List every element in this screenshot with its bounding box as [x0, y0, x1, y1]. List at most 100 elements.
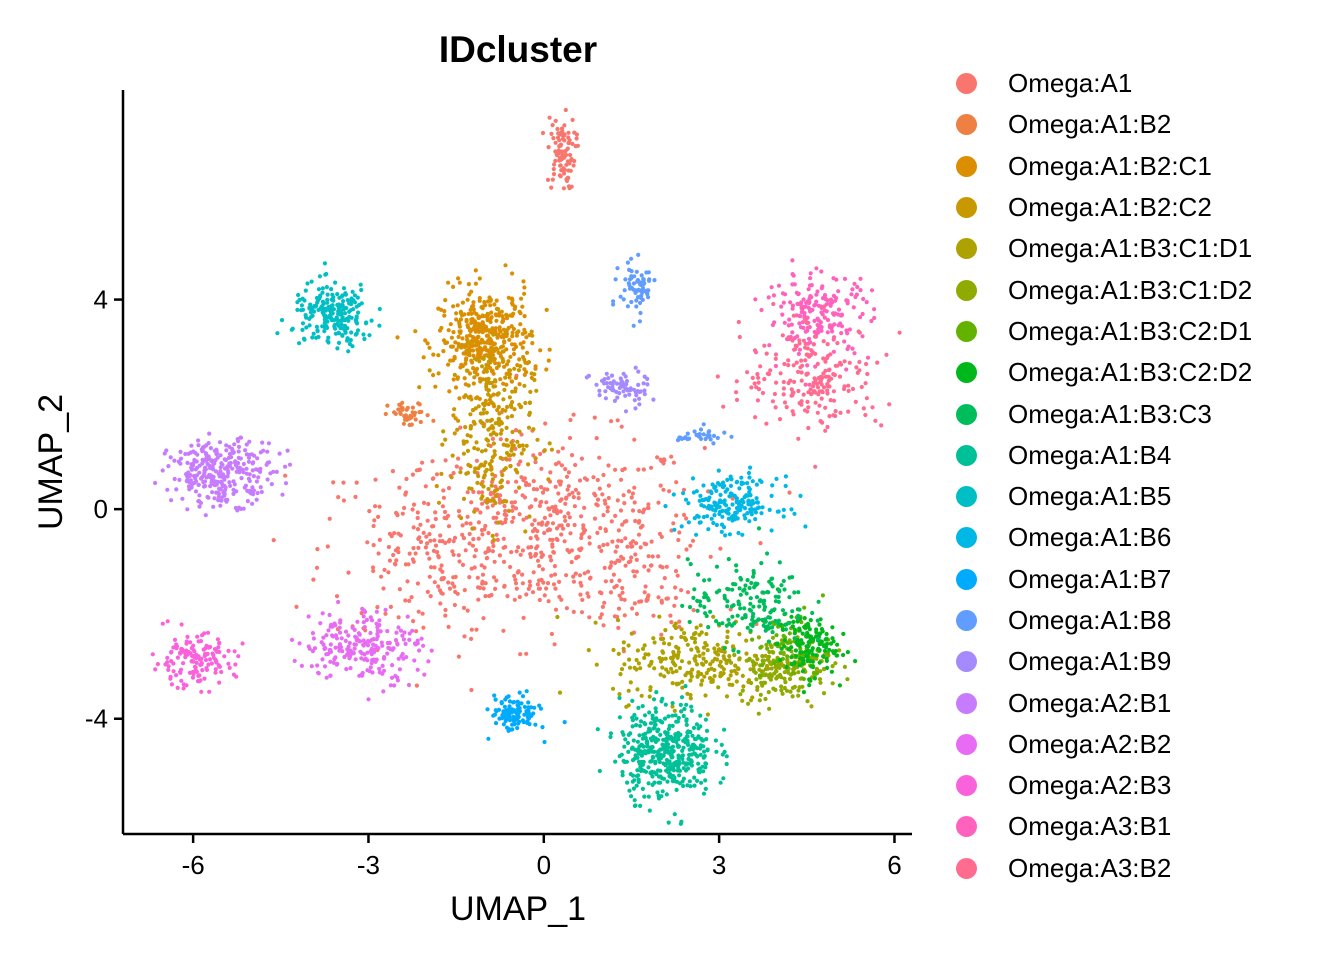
- data-point: [522, 476, 528, 481]
- legend-color-key: [956, 155, 977, 177]
- legend-color-key: [956, 279, 977, 301]
- data-point: [556, 479, 562, 484]
- data-point: [712, 646, 717, 651]
- data-point: [542, 739, 547, 745]
- data-point: [663, 628, 668, 633]
- data-point: [283, 473, 288, 478]
- data-point: [754, 385, 759, 390]
- data-point: [609, 578, 614, 584]
- data-point: [500, 472, 505, 478]
- data-point: [736, 501, 742, 506]
- data-point: [717, 509, 723, 514]
- data-point: [197, 493, 202, 498]
- data-point: [811, 380, 816, 385]
- data-point: [483, 448, 488, 453]
- data-point: [463, 361, 468, 366]
- data-point: [851, 305, 856, 310]
- data-point: [517, 485, 522, 490]
- data-point: [197, 463, 202, 468]
- data-point: [473, 281, 478, 286]
- data-point: [522, 291, 527, 296]
- data-point: [519, 296, 524, 301]
- data-point: [658, 732, 663, 738]
- data-point: [623, 277, 628, 282]
- data-point: [755, 500, 760, 505]
- data-point: [491, 575, 497, 580]
- data-point: [568, 168, 573, 173]
- data-point: [738, 692, 743, 697]
- data-point: [552, 572, 558, 577]
- data-point: [551, 509, 557, 514]
- data-point: [493, 326, 498, 331]
- data-point: [196, 639, 201, 644]
- data-point: [475, 447, 481, 452]
- data-point: [165, 619, 170, 624]
- data-point: [763, 696, 768, 702]
- data-point: [479, 305, 484, 310]
- data-point: [783, 627, 789, 632]
- data-point: [322, 664, 328, 669]
- data-point: [728, 474, 733, 479]
- data-point: [362, 336, 367, 342]
- data-point: [659, 632, 664, 637]
- data-point: [524, 651, 529, 656]
- data-point: [686, 757, 691, 762]
- data-point: [340, 303, 345, 308]
- data-point: [595, 530, 600, 536]
- data-point: [485, 418, 490, 423]
- data-point: [510, 443, 515, 448]
- data-point: [493, 361, 498, 366]
- data-point: [679, 695, 685, 700]
- data-point: [434, 472, 440, 477]
- data-point: [465, 297, 470, 302]
- data-point: [178, 449, 183, 454]
- data-point: [576, 496, 581, 501]
- data-point: [551, 136, 556, 141]
- data-point: [623, 393, 628, 398]
- data-point: [609, 373, 615, 378]
- data-point: [403, 598, 408, 603]
- data-point: [771, 650, 776, 655]
- data-point: [602, 600, 607, 605]
- data-point: [481, 407, 486, 412]
- data-point: [647, 694, 652, 699]
- data-point: [522, 367, 527, 372]
- data-point: [310, 631, 315, 636]
- data-point: [323, 272, 328, 277]
- data-point: [704, 737, 709, 742]
- data-point: [594, 502, 599, 507]
- data-point: [196, 443, 201, 448]
- data-point: [750, 623, 755, 629]
- data-point: [515, 725, 520, 731]
- data-point: [513, 446, 518, 451]
- data-point: [526, 360, 532, 365]
- data-point: [748, 628, 753, 633]
- data-point: [626, 688, 631, 693]
- data-point: [504, 437, 509, 442]
- data-point: [726, 677, 731, 682]
- data-point: [804, 624, 809, 629]
- data-point: [671, 650, 676, 655]
- data-point: [674, 513, 679, 518]
- data-point: [719, 742, 724, 748]
- data-point: [228, 483, 233, 488]
- data-point: [760, 658, 765, 663]
- data-point: [226, 470, 231, 476]
- data-point: [232, 442, 237, 447]
- data-point: [729, 623, 735, 628]
- data-point: [776, 618, 782, 623]
- data-point: [496, 707, 502, 712]
- data-point: [506, 359, 511, 364]
- data-point: [676, 744, 681, 750]
- data-point: [350, 298, 356, 303]
- data-point: [727, 654, 732, 659]
- data-point: [484, 378, 489, 383]
- data-point: [568, 417, 573, 423]
- data-point: [506, 508, 511, 513]
- data-point: [295, 307, 300, 312]
- series-omega-a1-b3-c2-d2: [774, 587, 858, 695]
- data-point: [824, 374, 829, 379]
- data-point: [725, 477, 730, 482]
- data-point: [494, 532, 499, 537]
- data-point: [498, 455, 503, 460]
